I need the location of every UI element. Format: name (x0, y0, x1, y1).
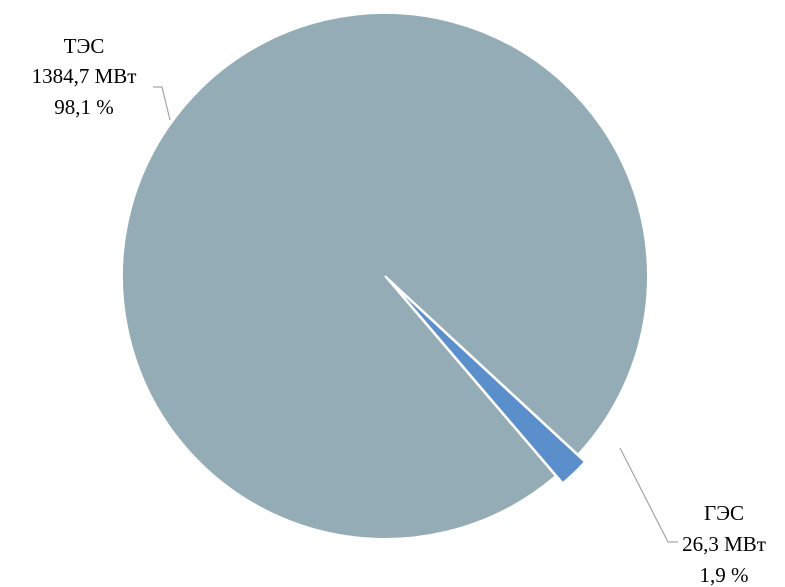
data-label-ges: ГЭС 26,3 МВт 1,9 % (682, 501, 766, 587)
slice-label-value: 1384,7 МВт (32, 64, 137, 88)
leader-line-tes (153, 87, 170, 120)
slice-label-value: 26,3 МВт (682, 532, 766, 556)
slice-label-percent: 98,1 % (54, 95, 114, 119)
slice-label-percent: 1,9 % (700, 563, 749, 587)
slice-label-name: ТЭС (64, 34, 105, 58)
leader-line-ges (620, 448, 678, 542)
pie-slices (122, 13, 648, 539)
slice-label-name: ГЭС (704, 501, 744, 525)
data-label-tes: ТЭС 1384,7 МВт 98,1 % (32, 34, 137, 119)
